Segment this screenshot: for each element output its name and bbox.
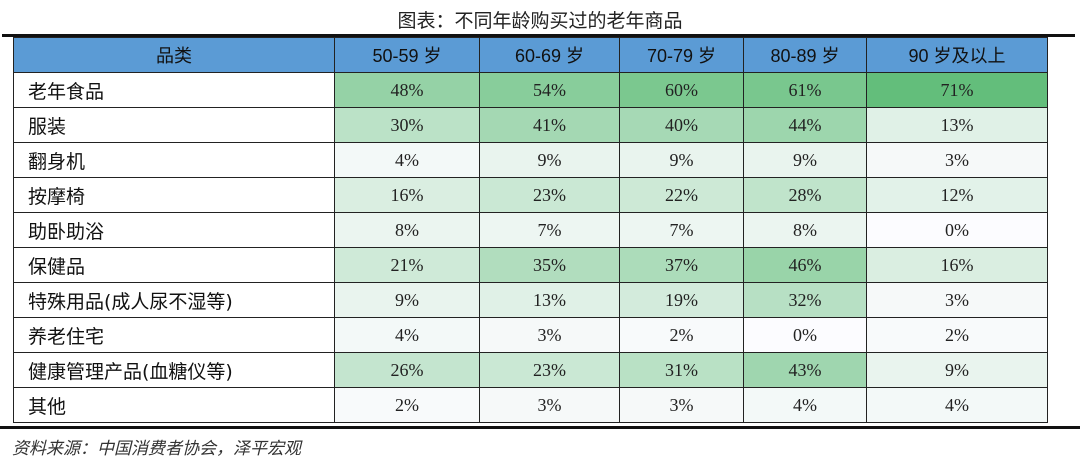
row-category: 健康管理产品(血糖仪等) bbox=[13, 352, 335, 388]
value-cell: 8% bbox=[334, 212, 480, 248]
value-cell: 19% bbox=[619, 282, 744, 318]
table-row: 翻身机 4% 9% 9% 9% 3% bbox=[13, 142, 1048, 178]
table-row: 助卧助浴 8% 7% 7% 8% 0% bbox=[13, 212, 1048, 248]
header-category: 品类 bbox=[13, 37, 335, 73]
value-cell: 41% bbox=[479, 107, 620, 143]
header-age-group: 50-59 岁 bbox=[334, 37, 480, 73]
row-category: 保健品 bbox=[13, 247, 335, 283]
value-cell: 16% bbox=[334, 177, 480, 213]
row-category: 翻身机 bbox=[13, 142, 335, 178]
value-cell: 9% bbox=[479, 142, 620, 178]
value-cell: 44% bbox=[743, 107, 867, 143]
row-category: 特殊用品(成人尿不湿等) bbox=[13, 282, 335, 318]
value-cell: 21% bbox=[334, 247, 480, 283]
value-cell: 2% bbox=[334, 387, 480, 423]
header-age-group: 90 岁及以上 bbox=[866, 37, 1048, 73]
table-row: 健康管理产品(血糖仪等) 26% 23% 31% 43% 9% bbox=[13, 352, 1048, 388]
value-cell: 26% bbox=[334, 352, 480, 388]
header-age-group: 70-79 岁 bbox=[619, 37, 744, 73]
value-cell: 2% bbox=[619, 317, 744, 353]
value-cell: 4% bbox=[334, 317, 480, 353]
value-cell: 4% bbox=[743, 387, 867, 423]
header-row: 品类 50-59 岁 60-69 岁 70-79 岁 80-89 岁 90 岁及以上 bbox=[13, 37, 1048, 73]
value-cell: 37% bbox=[619, 247, 744, 283]
table-title: 图表：不同年龄购买过的老年商品 bbox=[397, 10, 683, 32]
row-category: 服装 bbox=[13, 107, 335, 143]
value-cell: 46% bbox=[743, 247, 867, 283]
source-note: 资料来源：中国消费者协会，泽平宏观 bbox=[12, 439, 301, 459]
value-cell: 7% bbox=[619, 212, 744, 248]
value-cell: 13% bbox=[479, 282, 620, 318]
value-cell: 13% bbox=[866, 107, 1048, 143]
value-cell: 40% bbox=[619, 107, 744, 143]
row-category: 其他 bbox=[13, 387, 335, 423]
row-category: 按摩椅 bbox=[13, 177, 335, 213]
table-row: 其他 2% 3% 3% 4% 4% bbox=[13, 387, 1048, 423]
value-cell: 9% bbox=[866, 352, 1048, 388]
value-cell: 7% bbox=[479, 212, 620, 248]
bottom-rule bbox=[0, 426, 1080, 429]
value-cell: 54% bbox=[479, 72, 620, 108]
value-cell: 31% bbox=[619, 352, 744, 388]
value-cell: 61% bbox=[743, 72, 867, 108]
value-cell: 8% bbox=[743, 212, 867, 248]
value-cell: 28% bbox=[743, 177, 867, 213]
table-row: 服装 30% 41% 40% 44% 13% bbox=[13, 107, 1048, 143]
value-cell: 9% bbox=[334, 282, 480, 318]
value-cell: 3% bbox=[479, 317, 620, 353]
row-category: 养老住宅 bbox=[13, 317, 335, 353]
table-row: 老年食品 48% 54% 60% 61% 71% bbox=[13, 72, 1048, 108]
table-row: 按摩椅 16% 23% 22% 28% 12% bbox=[13, 177, 1048, 213]
value-cell: 9% bbox=[619, 142, 744, 178]
header-age-group: 80-89 岁 bbox=[743, 37, 867, 73]
value-cell: 43% bbox=[743, 352, 867, 388]
row-category: 老年食品 bbox=[13, 72, 335, 108]
value-cell: 3% bbox=[479, 387, 620, 423]
value-cell: 48% bbox=[334, 72, 480, 108]
value-cell: 16% bbox=[866, 247, 1048, 283]
value-cell: 71% bbox=[866, 72, 1048, 108]
value-cell: 22% bbox=[619, 177, 744, 213]
value-cell: 23% bbox=[479, 352, 620, 388]
value-cell: 2% bbox=[866, 317, 1048, 353]
value-cell: 12% bbox=[866, 177, 1048, 213]
value-cell: 3% bbox=[619, 387, 744, 423]
header-age-group: 60-69 岁 bbox=[479, 37, 620, 73]
table-row: 养老住宅 4% 3% 2% 0% 2% bbox=[13, 317, 1048, 353]
value-cell: 9% bbox=[743, 142, 867, 178]
value-cell: 4% bbox=[866, 387, 1048, 423]
value-cell: 35% bbox=[479, 247, 620, 283]
row-category: 助卧助浴 bbox=[13, 212, 335, 248]
value-cell: 23% bbox=[479, 177, 620, 213]
value-cell: 30% bbox=[334, 107, 480, 143]
value-cell: 0% bbox=[743, 317, 867, 353]
value-cell: 0% bbox=[866, 212, 1048, 248]
value-cell: 60% bbox=[619, 72, 744, 108]
value-cell: 3% bbox=[866, 282, 1048, 318]
value-cell: 32% bbox=[743, 282, 867, 318]
top-rule bbox=[2, 34, 1075, 37]
heatmap-table: 品类 50-59 岁 60-69 岁 70-79 岁 80-89 岁 90 岁及以上 老年… bbox=[13, 37, 1048, 423]
table-row: 保健品 21% 35% 37% 46% 16% bbox=[13, 247, 1048, 283]
value-cell: 3% bbox=[866, 142, 1048, 178]
value-cell: 4% bbox=[334, 142, 480, 178]
table-row: 特殊用品(成人尿不湿等) 9% 13% 19% 32% 3% bbox=[13, 282, 1048, 318]
